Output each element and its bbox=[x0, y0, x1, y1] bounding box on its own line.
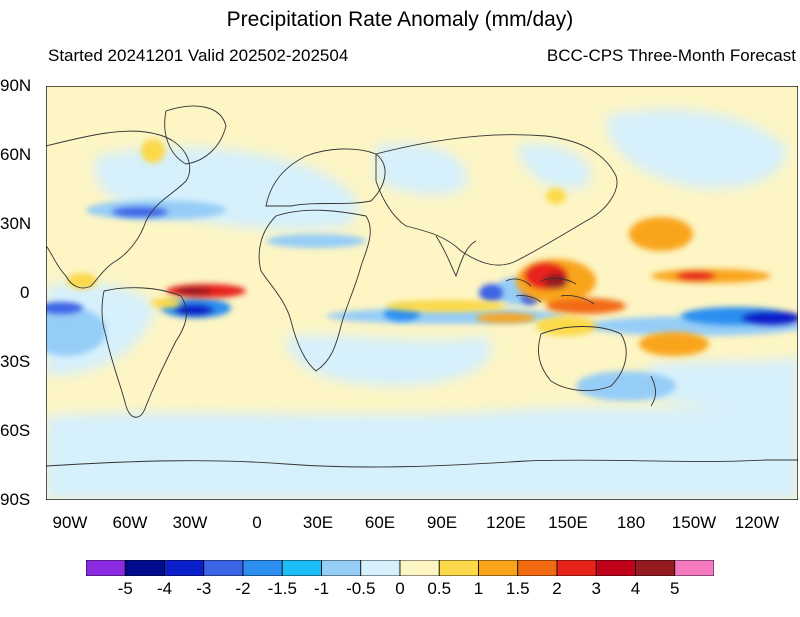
forecast-period: Started 20241201 Valid 202502-202504 bbox=[48, 46, 349, 65]
colorbar-label: -4 bbox=[156, 579, 173, 598]
lon-label-90e: 90E bbox=[426, 513, 458, 532]
plot-title: Precipitation Rate Anomaly (mm/day) bbox=[226, 8, 574, 31]
greenland-coast bbox=[164, 105, 227, 165]
lat-label-90s: 90S bbox=[0, 490, 31, 509]
colorbar-swatch bbox=[674, 560, 714, 576]
colorbar-label: 3 bbox=[591, 579, 601, 598]
colorbar-swatch bbox=[635, 560, 676, 576]
anomaly-map bbox=[46, 86, 798, 500]
colorbar-swatch bbox=[556, 560, 597, 576]
lon-label-90w: 90W bbox=[52, 513, 88, 532]
colorbar-swatch bbox=[438, 560, 479, 576]
australia-coast bbox=[538, 326, 627, 391]
lon-label-150e: 150E bbox=[548, 513, 588, 532]
colorbar-label: -3 bbox=[196, 579, 212, 598]
colorbar-swatch bbox=[281, 560, 322, 576]
colorbar-label: -0.5 bbox=[346, 579, 376, 598]
lat-label-30s: 30S bbox=[0, 352, 31, 371]
colorbar-label: 5 bbox=[670, 579, 680, 598]
colorbar-label: 0 bbox=[395, 579, 405, 598]
colorbar-swatch bbox=[399, 560, 440, 576]
colorbar-swatch bbox=[321, 560, 362, 576]
colorbar-label: 2 bbox=[552, 579, 562, 598]
lat-label-90n: 90N bbox=[0, 76, 32, 95]
model-name: BCC-CPS Three-Month Forecast bbox=[546, 46, 796, 65]
lon-label-150w: 150W bbox=[671, 513, 717, 532]
lat-label-60s: 60S bbox=[0, 421, 31, 440]
colorbar-label: 0.5 bbox=[427, 579, 452, 598]
colorbar-label: 4 bbox=[630, 579, 641, 598]
lon-label-180: 180 bbox=[616, 513, 646, 532]
colorbar-swatch bbox=[595, 560, 636, 576]
colorbar-label: 1 bbox=[473, 579, 484, 598]
colorbar bbox=[86, 560, 714, 576]
colorbar-swatch bbox=[124, 560, 165, 576]
lat-label-60n: 60N bbox=[0, 145, 32, 164]
lon-label-60e: 60E bbox=[364, 513, 396, 532]
coastlines bbox=[46, 105, 798, 468]
colorbar-swatch bbox=[360, 560, 401, 576]
north-america-coast bbox=[46, 130, 191, 289]
colorbar-label: -1 bbox=[313, 579, 330, 598]
lon-label-30e: 30E bbox=[302, 513, 334, 532]
colorbar-label: -5 bbox=[117, 579, 133, 598]
colorbar-label: -1.5 bbox=[267, 579, 297, 598]
positive-anomaly-regions bbox=[67, 139, 771, 356]
india-coast bbox=[435, 235, 477, 278]
lon-label-120e: 120E bbox=[486, 513, 526, 532]
asia-coast bbox=[375, 134, 618, 266]
colorbar-swatch bbox=[517, 560, 558, 576]
africa-coast bbox=[258, 209, 371, 372]
lat-label-30n: 30N bbox=[0, 214, 32, 233]
lon-label-120w: 120W bbox=[734, 513, 780, 532]
lon-label-60w: 60W bbox=[112, 513, 148, 532]
new-zealand-coast bbox=[650, 375, 656, 407]
colorbar-swatch bbox=[164, 560, 205, 576]
colorbar-swatch bbox=[242, 560, 283, 576]
lon-label-30w: 30W bbox=[172, 513, 208, 532]
antarctica-coast bbox=[46, 459, 798, 468]
colorbar-label: -2 bbox=[235, 579, 251, 598]
colorbar-swatch bbox=[203, 560, 244, 576]
dark-blue-anomaly-regions bbox=[46, 207, 798, 325]
south-america-coast bbox=[101, 287, 187, 418]
maritime-continent-coast bbox=[505, 277, 595, 305]
lat-label-equator: 0 bbox=[20, 283, 30, 302]
colorbar-swatch bbox=[478, 560, 519, 576]
colorbar-swatch bbox=[86, 560, 126, 576]
colorbar-label: 1.5 bbox=[505, 579, 530, 598]
lon-label-0: 0 bbox=[252, 513, 262, 532]
